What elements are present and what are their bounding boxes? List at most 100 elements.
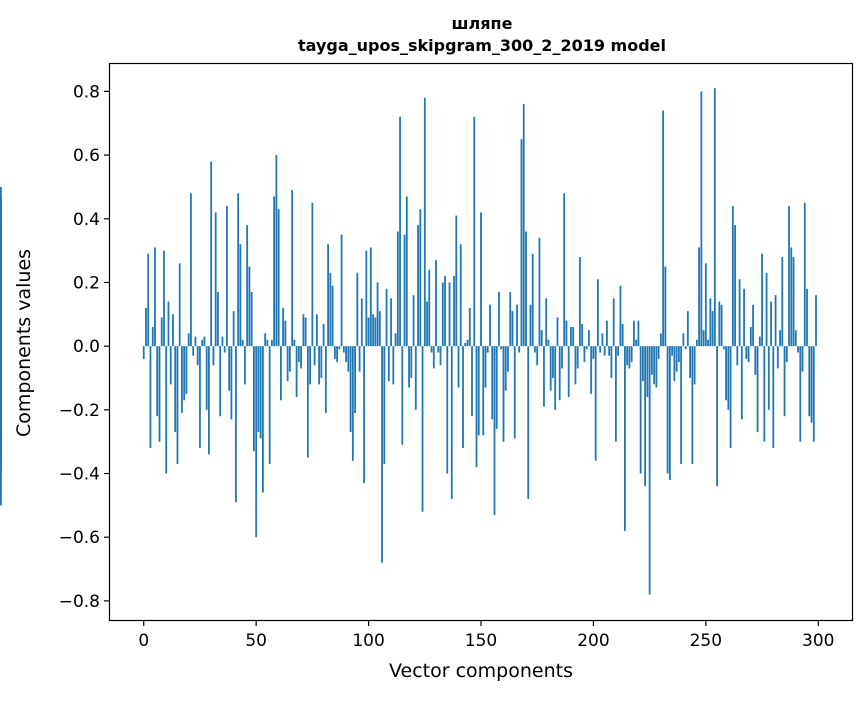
x-tick-label: 300 (802, 631, 834, 651)
bar (365, 250, 368, 347)
bar (340, 234, 343, 347)
bar (291, 190, 294, 347)
bar (700, 91, 703, 347)
bar (495, 346, 498, 429)
bar (711, 311, 714, 347)
bar (536, 346, 539, 366)
bar (448, 282, 451, 347)
bar (417, 225, 419, 347)
bar (615, 346, 617, 442)
bar (525, 231, 527, 347)
x-axis-label: Vector components (389, 660, 573, 682)
bar (257, 346, 260, 433)
bar (518, 346, 521, 353)
bar (767, 346, 770, 410)
bar (498, 292, 500, 347)
bar (799, 346, 802, 442)
bar (268, 346, 271, 464)
bar (606, 320, 608, 347)
bar (689, 346, 692, 378)
y-tick-label: 0.0 (73, 337, 100, 357)
bar (583, 346, 586, 363)
bar (203, 336, 206, 347)
bar (774, 295, 777, 347)
bar (363, 346, 365, 484)
bar (725, 346, 727, 401)
bar (511, 311, 514, 347)
bar (468, 307, 471, 347)
x-tick-label: 150 (465, 631, 497, 651)
bar (648, 346, 651, 595)
bar (538, 237, 541, 347)
bar (255, 346, 258, 538)
bar (275, 155, 278, 347)
bar (457, 346, 460, 388)
bar (354, 346, 356, 414)
bar (419, 209, 422, 347)
bar (624, 346, 626, 531)
bar (601, 333, 604, 347)
bar (617, 346, 620, 356)
bar (387, 346, 390, 382)
bar (543, 346, 545, 407)
bar (396, 231, 399, 347)
bar (547, 339, 550, 347)
bar (801, 346, 804, 372)
bar (792, 256, 795, 347)
x-tick-label: 100 (352, 631, 384, 651)
bar (779, 330, 781, 347)
bar (178, 263, 181, 347)
bar (149, 346, 152, 449)
y-tick-label: 0.6 (73, 146, 100, 166)
bar (489, 304, 491, 347)
bar (561, 346, 563, 369)
bar (338, 346, 341, 350)
bar (486, 346, 489, 353)
bar (264, 333, 267, 347)
bar (466, 339, 469, 347)
bar (668, 346, 671, 480)
bar (480, 212, 482, 347)
bar (185, 346, 188, 394)
bar (219, 346, 222, 417)
bar (399, 116, 401, 347)
bar (453, 276, 455, 347)
bar (459, 244, 462, 347)
bar (336, 346, 338, 363)
bar (516, 304, 518, 347)
bar (772, 346, 775, 449)
bar (597, 279, 599, 347)
bar (558, 346, 561, 401)
bar (581, 323, 584, 347)
bar (785, 346, 788, 363)
bar (432, 346, 435, 369)
bar (621, 323, 624, 347)
bar (680, 346, 683, 464)
bar (747, 346, 750, 363)
bar (163, 250, 165, 347)
bar (756, 346, 759, 433)
bar (671, 346, 674, 356)
bar (531, 253, 534, 347)
bar (313, 346, 316, 366)
bar (491, 346, 494, 420)
bar (199, 346, 201, 449)
y-tick-label: 0.4 (73, 210, 100, 230)
bar (556, 317, 559, 347)
bar (306, 346, 309, 458)
bar (588, 330, 590, 347)
bar (181, 346, 183, 414)
bar (450, 346, 453, 499)
bar (376, 282, 379, 347)
bar (297, 346, 300, 363)
bar (644, 346, 647, 487)
bar (603, 346, 606, 356)
bar (464, 342, 467, 347)
bar (241, 339, 244, 347)
bar (704, 263, 707, 347)
bar (534, 346, 536, 353)
bar (504, 346, 507, 391)
y-tick-label: −0.2 (59, 401, 100, 421)
bar (228, 346, 231, 391)
